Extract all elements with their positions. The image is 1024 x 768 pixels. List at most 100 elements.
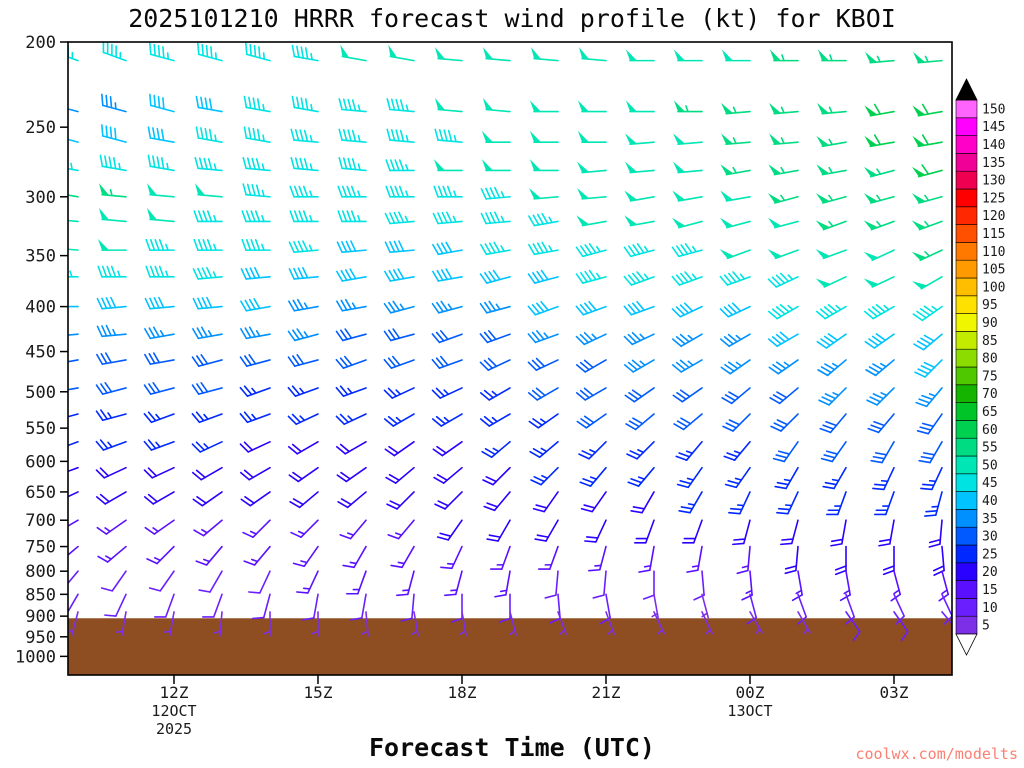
wind-barb: [194, 156, 223, 172]
wind-barb: [97, 545, 127, 563]
wind-barb: [928, 519, 943, 548]
wind-barb: [149, 42, 175, 62]
wind-barb: [638, 545, 655, 573]
wind-barb: [920, 466, 943, 491]
wind-barb: [863, 220, 895, 231]
wind-barb: [193, 238, 223, 251]
wind-barb: [143, 382, 175, 395]
wind-barb: [68, 333, 79, 336]
wind-barb: [720, 190, 751, 202]
wind-barb: [736, 545, 751, 575]
wind-barb: [911, 164, 943, 178]
wind-barb: [193, 519, 223, 537]
wind-barb: [720, 164, 751, 176]
wind-barb: [866, 387, 895, 406]
wind-barb: [434, 46, 463, 62]
wind-barb: [701, 611, 713, 635]
wind-barb: [768, 164, 799, 176]
wind-barb: [432, 211, 463, 225]
wind-barb: [193, 210, 223, 223]
wind-barb: [197, 42, 223, 62]
wind-barb: [767, 249, 799, 260]
wind-barb: [623, 243, 655, 258]
wind-barb: [489, 545, 511, 570]
colorbar-tick-label: 85: [982, 334, 998, 349]
wind-barb: [830, 519, 847, 547]
wind-barb: [867, 413, 895, 434]
wind-barb: [192, 266, 223, 280]
colorbar-cell: [955, 384, 978, 403]
wind-barb: [386, 128, 415, 143]
colorbar-tick-label: 90: [982, 316, 998, 331]
wind-barb: [241, 238, 271, 251]
wind-barb: [815, 276, 847, 288]
wind-barb: [335, 355, 367, 369]
wind-barb: [916, 413, 943, 435]
wind-barb: [864, 333, 895, 349]
wind-barb: [769, 133, 799, 146]
colorbar-tick-label: 15: [982, 583, 998, 598]
wind-barb: [290, 156, 319, 172]
wind-barb: [432, 268, 463, 282]
wind-barb: [911, 220, 943, 231]
y-tick-label: 250: [25, 118, 56, 138]
wind-barb: [576, 413, 607, 429]
wind-barb: [575, 300, 607, 316]
y-tick-label: 200: [25, 33, 56, 53]
watermark-link[interactable]: coolwx.com/modelts: [855, 745, 1018, 763]
colorbar-cell: [955, 598, 978, 617]
wind-barb: [242, 519, 271, 538]
wind-barb: [385, 466, 415, 484]
wind-barb: [834, 545, 847, 576]
wind-barb: [784, 545, 799, 575]
wind-barb: [768, 359, 799, 375]
wind-barb: [245, 42, 271, 62]
colorbar-cell: [955, 455, 978, 475]
wind-barb: [104, 593, 127, 617]
wind-barb: [240, 266, 271, 280]
wind-barb: [642, 570, 655, 600]
wind-barb: [673, 100, 703, 113]
colorbar-cell: [955, 615, 978, 635]
wind-barb: [100, 570, 127, 592]
wind-barb: [252, 593, 271, 620]
x-date-label: 13OCT: [727, 702, 772, 720]
wind-barb: [776, 491, 799, 515]
wind-barb: [191, 354, 223, 367]
wind-barb: [577, 187, 607, 200]
wind-barb: [432, 241, 463, 256]
wind-barb: [625, 161, 655, 174]
wind-barb: [577, 130, 607, 143]
wind-barb: [701, 593, 710, 619]
wind-barb: [625, 413, 655, 431]
wind-barb: [143, 439, 175, 451]
wind-barb: [239, 354, 271, 367]
wind-barb: [623, 359, 655, 373]
wind-barb: [96, 324, 127, 338]
wind-barb: [480, 211, 511, 225]
wind-barb: [825, 491, 847, 516]
wind-barb: [822, 466, 847, 490]
colorbar-tick-label: 5: [982, 619, 990, 634]
wind-barb: [287, 413, 319, 425]
wind-barb: [145, 238, 175, 251]
wind-barb: [311, 611, 319, 637]
wind-barb: [732, 519, 751, 546]
wind-barb: [882, 545, 895, 576]
wind-barb: [915, 387, 943, 408]
wind-barb: [528, 241, 559, 256]
wind-barb: [287, 328, 319, 342]
wind-barb: [431, 413, 463, 427]
wind-barb: [815, 193, 847, 204]
x-tick-label: 15Z: [304, 683, 333, 702]
colorbar-tick-label: 140: [982, 138, 1005, 153]
wind-barb: [719, 302, 751, 318]
wind-barb: [192, 326, 223, 340]
wind-barb: [98, 207, 127, 223]
wind-barb: [336, 298, 367, 312]
wind-barb: [911, 249, 943, 262]
wind-barb: [529, 100, 559, 113]
colorbar-tick-label: 130: [982, 174, 1005, 189]
wind-barb: [147, 154, 175, 172]
